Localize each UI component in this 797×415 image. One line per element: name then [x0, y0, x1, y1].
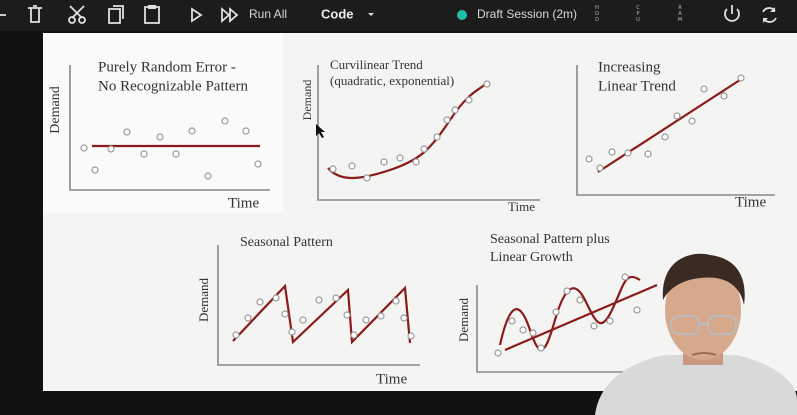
panel-title: Curvilinear Trend	[330, 57, 423, 72]
hdd-meter: HDD	[594, 5, 600, 23]
restart-button[interactable]	[762, 7, 777, 23]
x-axis-label: Time	[376, 371, 407, 387]
cell-type[interactable]: Code	[321, 6, 354, 21]
toolbar	[0, 0, 797, 31]
panel-title: Increasing	[598, 59, 661, 75]
panel-title: Seasonal Pattern plus	[490, 232, 610, 247]
run-all-icon[interactable]	[221, 7, 239, 23]
delete-button[interactable]	[28, 5, 42, 23]
presenter-video	[595, 253, 797, 415]
run-button[interactable]	[191, 7, 203, 23]
panel-title: Purely Random Error -	[98, 59, 236, 75]
paste-button[interactable]	[144, 5, 160, 24]
session-status[interactable]: Draft Session (2m)	[477, 7, 577, 21]
panel-seasonal-growth: Seasonal Pattern plus Linear Growth Dema…	[456, 232, 660, 373]
mouse-cursor	[316, 124, 325, 138]
power-button[interactable]	[724, 5, 740, 22]
panel-random: Purely Random Error - No Recognizable Pa…	[48, 59, 270, 211]
ram-meter: RAM	[677, 5, 683, 23]
y-axis-label: Demand	[300, 80, 314, 121]
y-axis-label: Demand	[196, 277, 211, 322]
y-axis-label: Demand	[48, 86, 63, 133]
panel-seasonal: Seasonal Pattern Demand Time	[196, 235, 420, 387]
panel-title: Linear Growth	[490, 250, 573, 265]
panel-curvilinear: Curvilinear Trend (quadratic, exponentia…	[300, 57, 540, 214]
copy-button[interactable]	[108, 5, 124, 24]
session-indicator	[457, 10, 467, 20]
cell-type-caret[interactable]	[368, 13, 374, 16]
x-axis-label: Time	[228, 195, 259, 211]
panel-title: Seasonal Pattern	[240, 235, 333, 250]
x-axis-label: Time	[508, 199, 535, 214]
cpu-meter: CPU	[635, 5, 641, 23]
cut-button[interactable]	[68, 5, 86, 24]
y-axis-label: Demand	[456, 297, 471, 342]
panel-linear: Increasing Linear Trend Time	[576, 59, 775, 210]
panel-title: No Recognizable Pattern	[98, 78, 248, 94]
panel-title: Linear Trend	[598, 78, 676, 94]
run-all-label[interactable]: Run All	[249, 7, 287, 21]
panel-title: (quadratic, exponential)	[330, 73, 454, 88]
x-axis-label: Time	[735, 194, 766, 210]
panel-bg	[43, 33, 283, 213]
